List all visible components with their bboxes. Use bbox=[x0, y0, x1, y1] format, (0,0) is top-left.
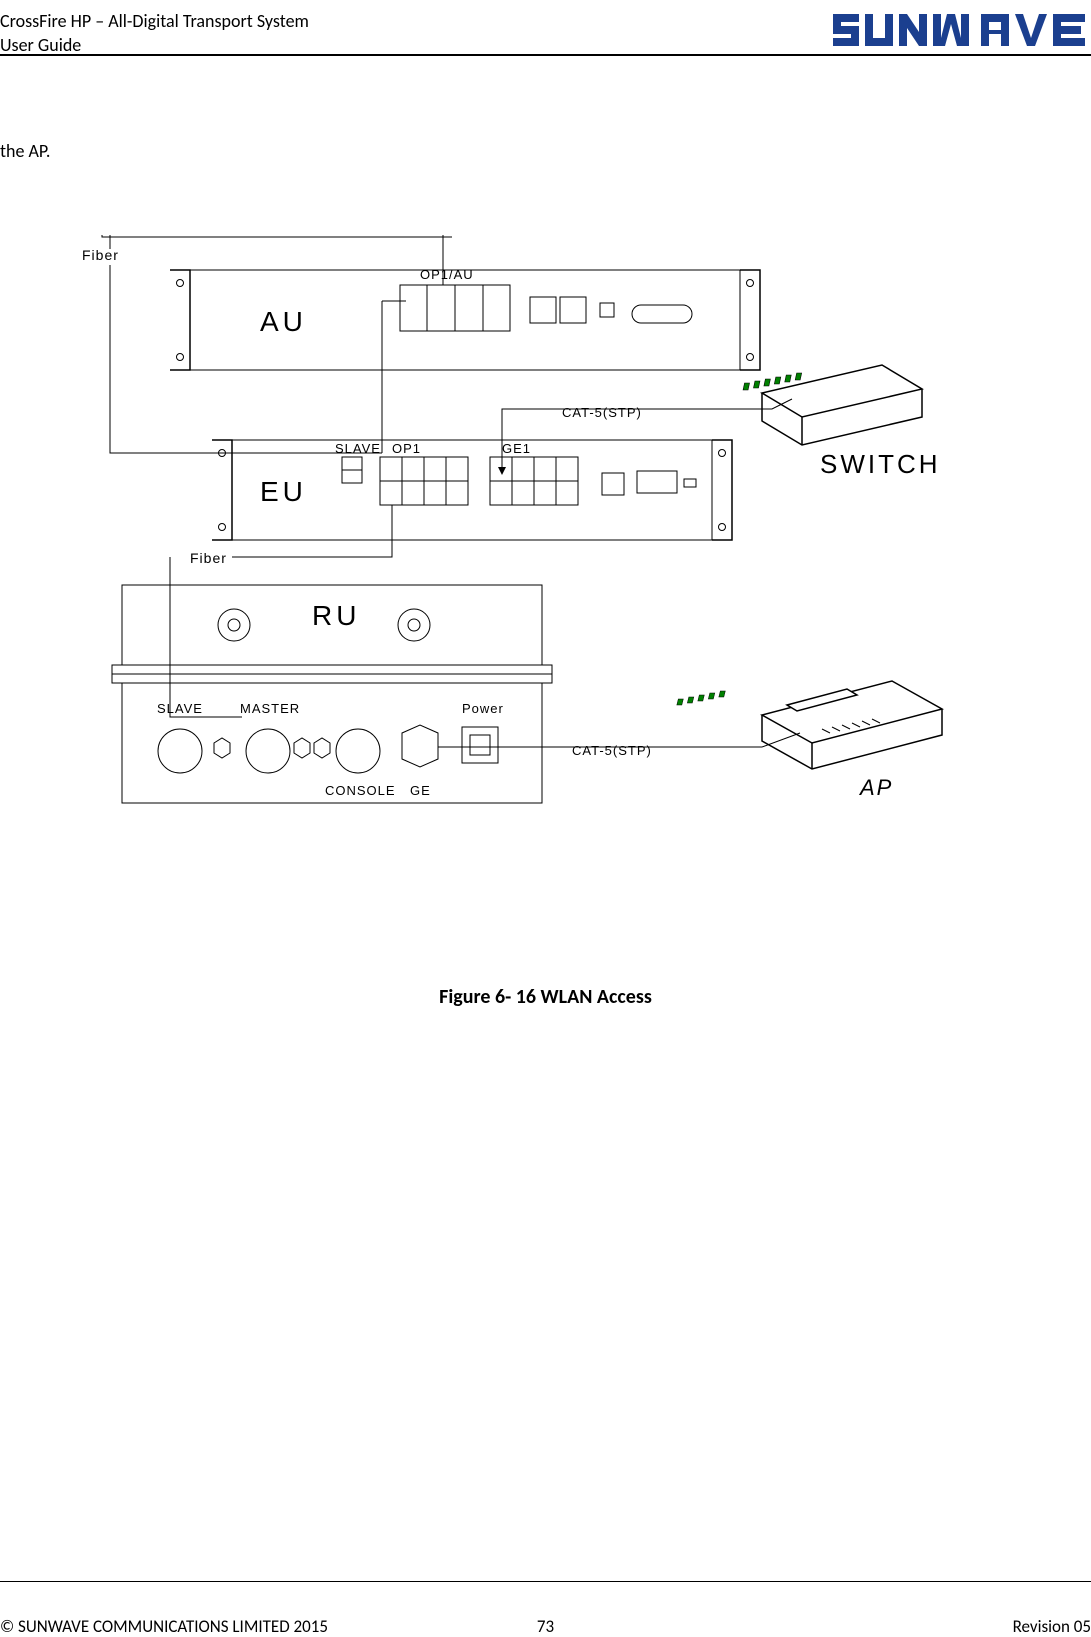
label-slave-eu: SLAVE bbox=[335, 441, 381, 456]
switch-device: SWITCH bbox=[743, 365, 940, 479]
label-cat5-1: CAT-5(STP) bbox=[562, 405, 642, 420]
label-eu: EU bbox=[260, 476, 307, 507]
header-subtitle: User Guide bbox=[0, 34, 81, 56]
label-fiber-1: Fiber bbox=[82, 247, 119, 263]
header-rule bbox=[0, 54, 1091, 56]
fiber-link-au: Fiber bbox=[82, 235, 443, 453]
label-au: AU bbox=[260, 306, 307, 337]
ru-device: RU SLAVE MASTER CONSOLE GE Power bbox=[112, 585, 552, 803]
label-op1: OP1 bbox=[392, 441, 421, 456]
label-master: MASTER bbox=[240, 701, 300, 716]
label-slave-ru: SLAVE bbox=[157, 701, 203, 716]
label-switch: SWITCH bbox=[820, 449, 941, 479]
label-ge: GE bbox=[410, 783, 431, 798]
label-op1au: OP1/AU bbox=[420, 267, 474, 282]
label-ap: AP bbox=[858, 775, 893, 800]
body-text-fragment: the AP. bbox=[0, 140, 50, 162]
label-power: Power bbox=[462, 701, 504, 716]
cat5-ru-ap: CAT-5(STP) bbox=[420, 733, 800, 767]
figure-wlan-access: AU OP1/AU Fiber bbox=[62, 235, 1012, 935]
ap-device: AP bbox=[677, 681, 942, 800]
label-fiber-2: Fiber bbox=[190, 550, 227, 566]
footer-rule bbox=[0, 1581, 1091, 1582]
header-title: CrossFire HP – All-Digital Transport Sys… bbox=[0, 10, 309, 32]
cat5-eu-switch: CAT-5(STP) bbox=[498, 399, 792, 475]
footer-right: Revision 05 bbox=[1013, 1616, 1091, 1637]
brand-logo bbox=[831, 8, 1091, 52]
label-console: CONSOLE bbox=[325, 783, 396, 798]
eu-device: EU SLAVE OP1 GE1 bbox=[212, 440, 732, 540]
label-ge1: GE1 bbox=[502, 441, 531, 456]
footer-page-number: 73 bbox=[0, 1616, 1091, 1637]
label-ru: RU bbox=[312, 600, 360, 631]
figure-caption: Figure 6- 16 WLAN Access bbox=[0, 985, 1091, 1009]
au-device: AU OP1/AU bbox=[170, 267, 760, 370]
label-cat5-2: CAT-5(STP) bbox=[572, 743, 652, 758]
